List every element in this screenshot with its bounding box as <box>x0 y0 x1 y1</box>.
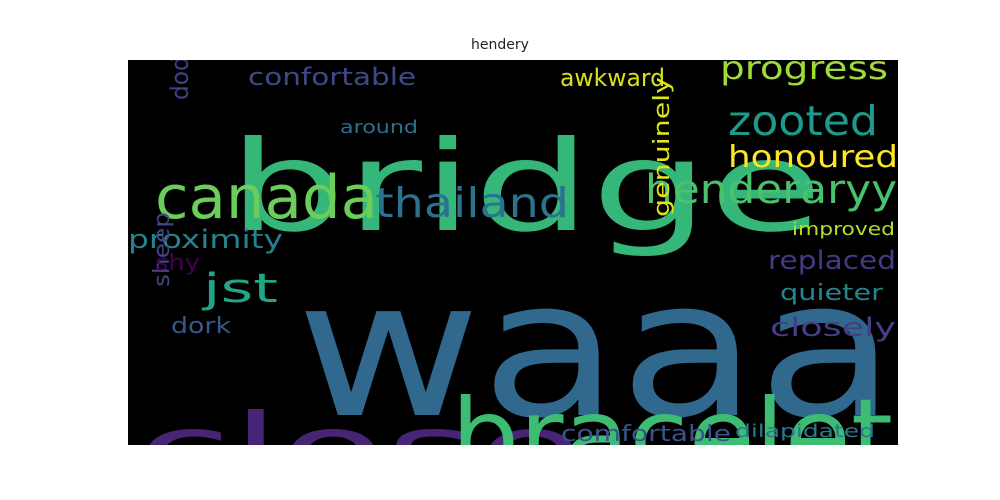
word-shy: shy <box>155 251 200 276</box>
word-proximity: proximity <box>128 225 283 255</box>
word-close: close <box>136 392 584 445</box>
word-comfortable: comfortable <box>561 422 731 445</box>
word-zooted: zooted <box>728 97 878 145</box>
word-genuinely: genuinely <box>650 77 675 217</box>
word-bridge: bridge <box>228 115 823 260</box>
word-dodo: dodo <box>166 60 194 100</box>
word-awkward: awkward <box>560 64 665 92</box>
word-replaced: replaced <box>768 246 896 276</box>
word-confortable: confortable <box>248 63 416 91</box>
word-quieter: quieter <box>780 281 884 306</box>
word-bracelet: bracelet <box>451 377 893 445</box>
word-around: around <box>340 117 418 138</box>
word-closely: closely <box>770 313 896 343</box>
word-sheep: sheep <box>150 212 175 287</box>
word-honoured: honoured <box>728 140 898 175</box>
word-improved: improved <box>792 219 895 240</box>
word-canada: canada <box>155 163 378 233</box>
word-waaa: waaa <box>296 239 896 445</box>
word-dilapidated: dilapidated <box>735 421 875 442</box>
word-jst: jst <box>201 266 278 312</box>
word-henderaryy: henderaryy <box>645 167 897 213</box>
chart-title: hendery <box>471 37 529 53</box>
word-thailand: thailand <box>375 179 569 227</box>
word-progress: progress <box>720 60 888 87</box>
word-dork: dork <box>171 314 231 339</box>
